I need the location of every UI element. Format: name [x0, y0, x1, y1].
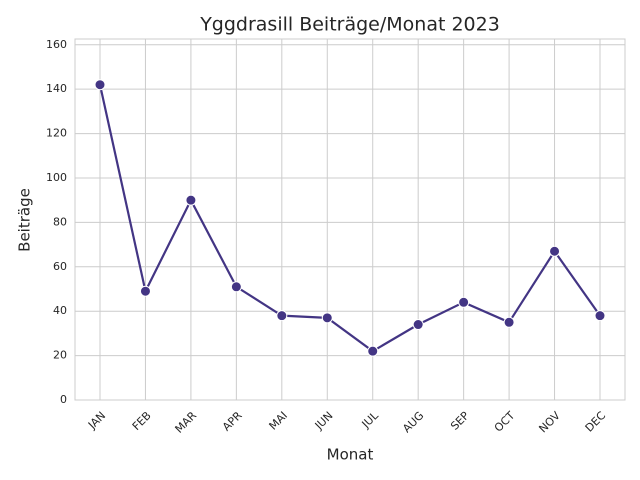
x-axis-label: Monat — [327, 446, 374, 464]
y-tick-label: 0 — [60, 393, 67, 406]
grid — [75, 39, 625, 401]
point — [276, 310, 288, 322]
point — [549, 245, 561, 257]
y-tick-label: 60 — [53, 260, 67, 273]
point — [185, 194, 197, 206]
x-tick-label: APR — [220, 409, 245, 434]
point — [412, 319, 424, 331]
point — [230, 281, 242, 293]
x-tick-label: MAI — [267, 409, 291, 433]
x-tick-label: OCT — [492, 409, 518, 435]
point — [458, 296, 470, 308]
plot-frame — [74, 38, 626, 401]
y-tick-label: 20 — [53, 349, 67, 362]
point — [594, 310, 606, 322]
y-axis-label: Beiträge — [16, 188, 34, 252]
x-tick-label: SEP — [448, 409, 472, 433]
x-tick-label: NOV — [536, 409, 563, 436]
y-tick-label: 100 — [46, 171, 67, 184]
point — [139, 285, 151, 297]
point — [503, 316, 515, 328]
point — [367, 345, 379, 357]
y-tick-label: 120 — [46, 127, 67, 140]
x-tick-label: AUG — [400, 409, 426, 435]
x-tick-label: JUL — [359, 408, 382, 431]
y-tick-label: 80 — [53, 215, 67, 228]
x-tick-label: FEB — [130, 409, 154, 433]
y-tick-label: 40 — [53, 304, 67, 317]
chart-title: Yggdrasill Beiträge/Monat 2023 — [199, 14, 500, 36]
x-tick-label: DEC — [583, 409, 609, 435]
marks — [94, 79, 606, 357]
y-tick-label: 160 — [46, 38, 67, 51]
point — [321, 312, 333, 324]
y-tick-label: 140 — [46, 82, 67, 95]
line — [98, 84, 601, 353]
x-tick-label: JUN — [312, 409, 336, 433]
point — [94, 79, 106, 91]
x-tick-label: JAN — [85, 409, 108, 432]
x-tick-label: MAR — [173, 409, 200, 436]
